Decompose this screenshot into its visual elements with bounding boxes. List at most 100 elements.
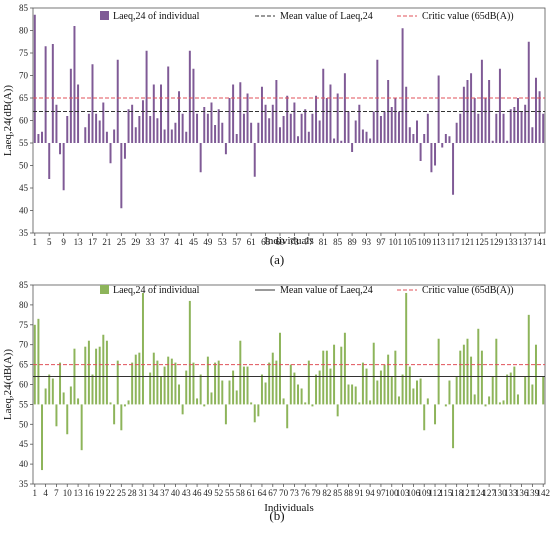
bar xyxy=(278,127,281,143)
bar xyxy=(174,122,177,143)
y-tick-label: 65 xyxy=(19,93,29,103)
bar xyxy=(383,111,386,143)
bar xyxy=(91,64,94,143)
bar xyxy=(416,120,418,143)
bar xyxy=(44,388,47,405)
x-tick-label: 97 xyxy=(376,488,386,498)
bar xyxy=(419,143,422,161)
bar xyxy=(455,122,458,143)
bar xyxy=(516,394,519,405)
bar xyxy=(394,98,397,143)
bar xyxy=(340,346,343,405)
bar xyxy=(163,366,166,405)
x-tick-label: 34 xyxy=(149,488,159,498)
x-axis-label: Individuals xyxy=(264,502,314,514)
y-tick-label: 55 xyxy=(19,138,29,148)
x-tick-label: 45 xyxy=(189,237,199,247)
bar xyxy=(181,113,184,143)
legend-label-mean: Mean value of Laeq,24 xyxy=(280,285,373,296)
bar xyxy=(325,350,328,405)
bar xyxy=(149,116,152,143)
bar xyxy=(480,59,483,143)
bar xyxy=(91,374,94,405)
bar xyxy=(289,113,292,143)
bar xyxy=(491,376,494,405)
y-tick-label: 85 xyxy=(19,3,29,13)
bar xyxy=(333,138,336,143)
x-tick-label: 121 xyxy=(461,237,475,247)
y-tick-label: 85 xyxy=(19,280,29,290)
bar xyxy=(199,374,202,405)
bar xyxy=(448,136,451,143)
bar xyxy=(178,384,181,405)
bar xyxy=(365,368,368,405)
bar xyxy=(156,360,159,405)
bar xyxy=(542,113,545,143)
legend-swatch-individual xyxy=(100,11,109,20)
bar xyxy=(419,378,422,405)
bar xyxy=(141,100,144,143)
bar xyxy=(214,362,217,405)
bar xyxy=(390,107,393,143)
bar xyxy=(192,68,195,143)
bar xyxy=(524,376,527,405)
bar xyxy=(470,356,473,405)
bar xyxy=(397,111,400,143)
bar xyxy=(347,384,350,405)
bar xyxy=(141,292,144,405)
x-tick-label: 88 xyxy=(344,488,354,498)
x-tick-label: 13 xyxy=(74,488,84,498)
y-tick-label: 60 xyxy=(19,116,29,126)
bar xyxy=(430,143,433,173)
bar xyxy=(462,344,465,405)
x-tick-label: 7 xyxy=(54,488,59,498)
bar xyxy=(297,136,299,143)
bar xyxy=(73,26,76,143)
bar xyxy=(152,84,155,143)
bar xyxy=(105,340,108,405)
bar xyxy=(343,332,346,405)
bar xyxy=(473,394,476,405)
bar xyxy=(401,28,404,143)
bar xyxy=(502,400,505,405)
bar xyxy=(318,370,321,405)
bar xyxy=(542,376,545,405)
bar xyxy=(329,84,332,143)
bar xyxy=(343,73,346,143)
bar xyxy=(376,59,379,143)
bar xyxy=(206,356,209,405)
legend-label-individual: Laeq,24 of individual xyxy=(113,285,200,296)
x-tick-label: 109 xyxy=(417,237,431,247)
bar xyxy=(379,116,382,143)
x-tick-label: 25 xyxy=(117,237,127,247)
x-tick-label: 112 xyxy=(428,488,441,498)
bar xyxy=(271,104,274,143)
bar xyxy=(221,380,224,405)
bar xyxy=(527,314,530,405)
x-tick-label: 73 xyxy=(290,488,300,498)
x-tick-label: 85 xyxy=(333,488,343,498)
bar xyxy=(66,404,69,435)
bar xyxy=(444,404,447,407)
x-tick-label: 55 xyxy=(225,488,235,498)
bar xyxy=(441,143,444,148)
x-tick-label: 133 xyxy=(504,488,518,498)
bar xyxy=(37,318,40,405)
bar xyxy=(315,95,318,143)
bar xyxy=(134,127,137,143)
y-axis-label: Laeq,24(dB(A)) xyxy=(2,349,14,421)
x-tick-label: 129 xyxy=(490,237,504,247)
y-tick-label: 50 xyxy=(19,161,29,171)
x-tick-label: 41 xyxy=(175,237,184,247)
x-tick-label: 103 xyxy=(396,488,410,498)
x-tick-label: 37 xyxy=(160,488,170,498)
bar xyxy=(408,127,411,143)
bar xyxy=(206,113,209,143)
bar xyxy=(495,338,498,405)
bar xyxy=(51,378,54,405)
bar xyxy=(250,402,253,405)
bar xyxy=(62,143,65,191)
x-tick-label: 31 xyxy=(138,488,147,498)
bar xyxy=(376,380,379,405)
